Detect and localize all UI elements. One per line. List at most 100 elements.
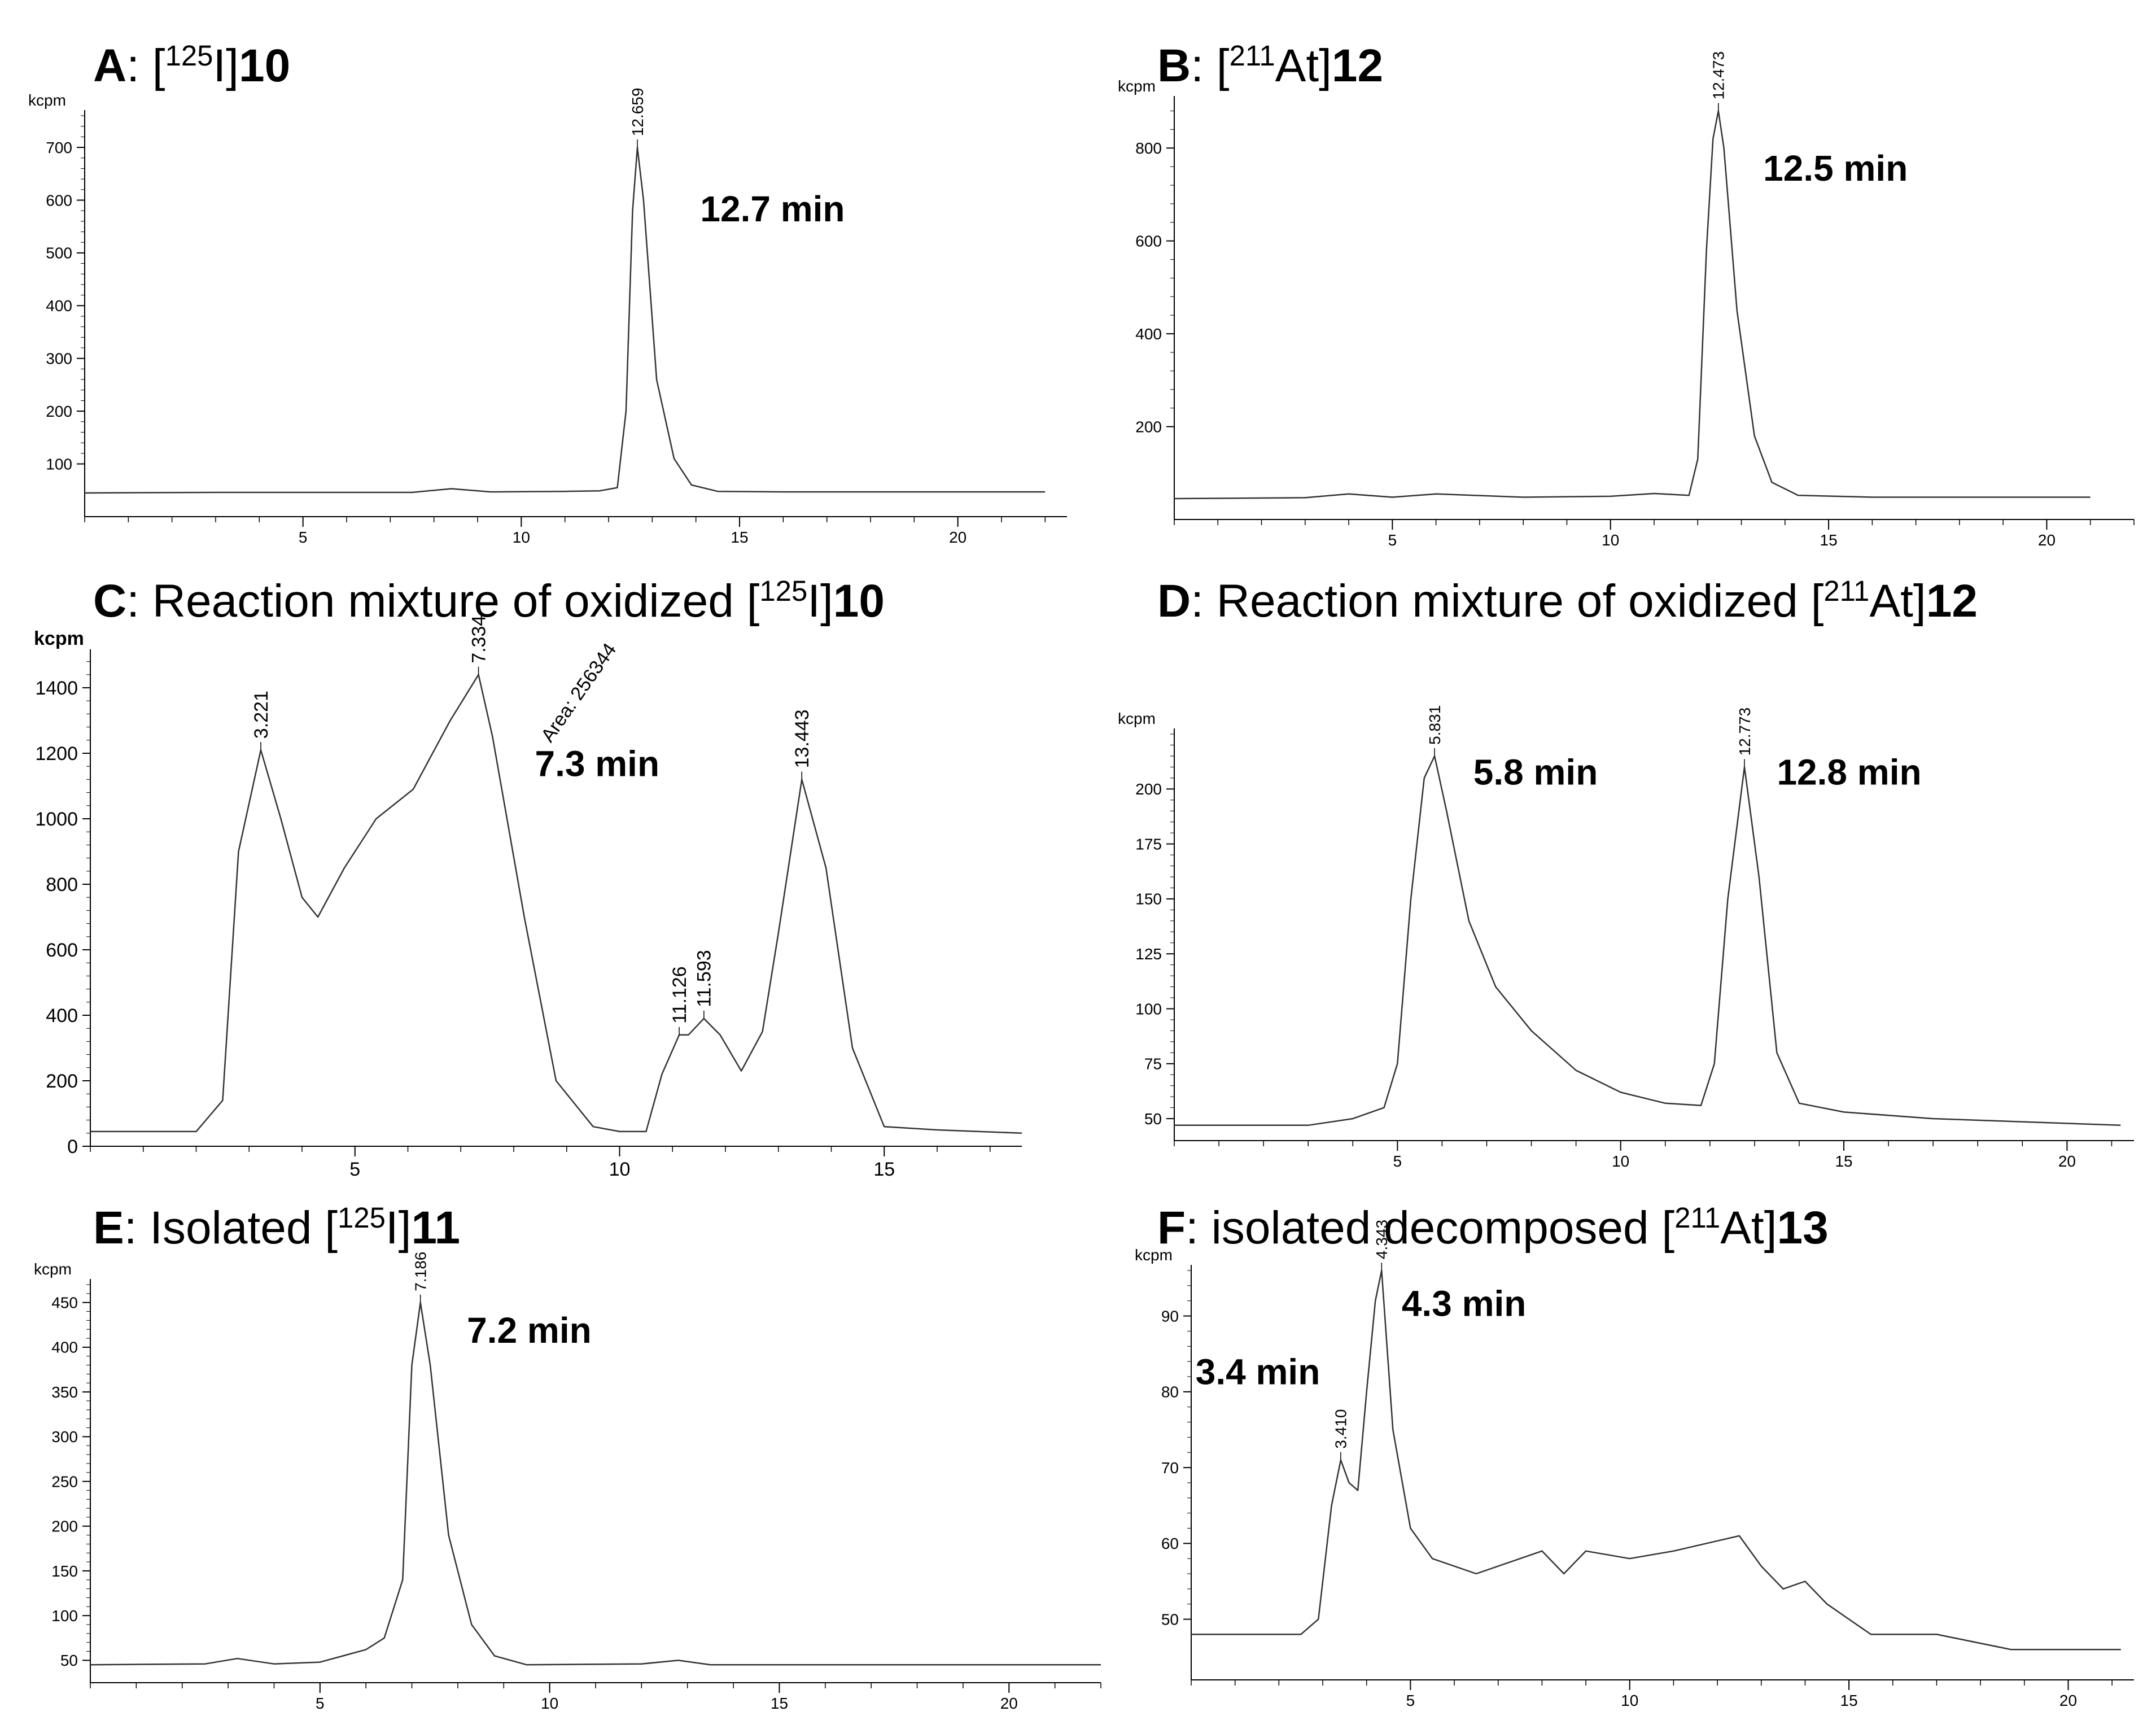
panel-d-title: D: Reaction mixture of oxidized [211At]1… xyxy=(1157,575,1978,628)
panel-title-pre: : isolated decomposed [ xyxy=(1186,1202,1675,1254)
y-tick-label: 80 xyxy=(1161,1383,1179,1401)
y-tick-label: 350 xyxy=(51,1383,78,1401)
chart-c: 5 10 15 0 200 400 600 800 1000 1200 1400 kcpm 3.221 7… xyxy=(34,615,1022,1180)
panel-title-pre: : [ xyxy=(126,40,165,91)
y-axis-label: kcpm xyxy=(28,91,66,109)
panel-title-cmp: 11 xyxy=(411,1202,461,1254)
y-tick-label: 300 xyxy=(46,350,72,368)
x-tick-label: 20 xyxy=(2059,1692,2077,1709)
retention-annotation: 3.4 min xyxy=(1196,1351,1320,1392)
panel-title-cmp: 12 xyxy=(1926,575,1978,627)
chart-f: 5 10 15 20 50 60 70 80 90 kcpm 3.410 4.343 4.3 min 3.… xyxy=(1135,1220,2134,1709)
y-tick-label: 60 xyxy=(1161,1535,1179,1552)
peak-label: 7.186 xyxy=(412,1252,429,1291)
x-tick-label: 5 xyxy=(299,529,308,546)
panel-title-el: At] xyxy=(1869,575,1926,627)
panel-title-letter: E xyxy=(93,1202,124,1254)
x-tick-label: 5 xyxy=(1406,1692,1415,1709)
peak-label: 11.593 xyxy=(694,950,715,1007)
retention-annotation: 7.3 min xyxy=(535,744,660,784)
y-tick-label: 400 xyxy=(51,1339,78,1356)
retention-annotation: 4.3 min xyxy=(1402,1283,1527,1324)
panel-b-title: B: [211At]12 xyxy=(1157,40,1383,93)
chart-d: 5 10 15 20 50 75 100 125 150 175 200 kcpm 5.831 12.77… xyxy=(1118,705,2134,1170)
x-tick-label: 5 xyxy=(316,1695,325,1712)
panel-c-title: C: Reaction mixture of oxidized [125I]10 xyxy=(93,575,885,628)
chart-b: 5 10 15 20 200 400 600 800 kcpm 12.473 12.5 min xyxy=(1118,51,2135,549)
panel-title-pre: : Reaction mixture of oxidized [ xyxy=(1191,575,1824,627)
y-tick-label: 250 xyxy=(51,1473,78,1490)
chart-e: 5 10 15 20 50 100 150 200 250 300 350 400 450 kcpm 7.1… xyxy=(34,1252,1101,1712)
panel-f-title: F: isolated decomposed [211At]13 xyxy=(1157,1202,1829,1255)
y-tick-label: 400 xyxy=(46,1005,78,1027)
panel-e-title: E: Isolated [125I]11 xyxy=(93,1202,460,1255)
peak-label: 12.659 xyxy=(629,88,646,136)
y-tick-label: 800 xyxy=(1135,139,1162,157)
x-tick-label: 20 xyxy=(2058,1152,2076,1170)
peak-label: 11.126 xyxy=(669,966,690,1023)
y-tick-label: 600 xyxy=(1135,232,1162,250)
panel-title-pre: : Isolated [ xyxy=(124,1202,338,1254)
retention-annotation: 5.8 min xyxy=(1473,752,1598,793)
y-axis-label: kcpm xyxy=(1118,710,1156,727)
chromatogram-trace xyxy=(1174,110,2091,500)
x-tick-label: 5 xyxy=(1388,531,1397,549)
panel-title-cmp: 13 xyxy=(1777,1202,1829,1254)
y-tick-label: 200 xyxy=(51,1518,78,1535)
panel-title-cmp: 12 xyxy=(1331,40,1384,91)
panel-title-letter: C xyxy=(93,575,127,627)
chromatogram-trace xyxy=(90,674,1022,1134)
area-label: Area: 256344 xyxy=(537,639,620,746)
chromatogram-trace xyxy=(1191,1269,2121,1651)
y-tick-label: 100 xyxy=(51,1607,78,1625)
x-tick-label: 20 xyxy=(2038,531,2056,549)
x-tick-label: 15 xyxy=(873,1159,895,1180)
x-tick-label: 5 xyxy=(349,1159,360,1180)
peak-label: 3.221 xyxy=(251,691,272,739)
chromatogram-trace xyxy=(90,1302,1101,1666)
retention-annotation: 12.7 min xyxy=(700,189,845,229)
panel-title-iso: 125 xyxy=(165,40,213,72)
x-tick-label: 10 xyxy=(1602,531,1619,549)
peak-label: 12.773 xyxy=(1736,708,1753,756)
y-tick-label: 75 xyxy=(1144,1055,1162,1073)
y-tick-label: 100 xyxy=(1135,1000,1162,1018)
panel-title-iso: 211 xyxy=(1229,40,1275,72)
panel-title-cmp: 10 xyxy=(833,575,885,627)
x-tick-label: 5 xyxy=(1393,1152,1402,1170)
panel-title-el: I] xyxy=(385,1202,412,1254)
y-tick-label: 175 xyxy=(1135,835,1162,853)
peak-label: 5.831 xyxy=(1426,705,1444,745)
y-tick-label: 300 xyxy=(51,1428,78,1446)
x-tick-label: 10 xyxy=(1621,1692,1638,1709)
x-tick-label: 10 xyxy=(541,1695,558,1712)
panel-title-el: I] xyxy=(213,40,239,91)
peak-label: 3.410 xyxy=(1332,1409,1350,1449)
panel-title-letter: D xyxy=(1157,575,1191,627)
chromatogram-trace xyxy=(1174,755,2121,1127)
panel-a-title: A: [125I]10 xyxy=(93,40,290,93)
panel-title-el: I] xyxy=(807,575,833,627)
peak-label: 13.443 xyxy=(791,709,813,768)
panel-title-letter: A xyxy=(93,40,127,91)
panel-title-cmp: 10 xyxy=(238,40,291,91)
panel-title-el: At] xyxy=(1275,40,1332,91)
y-tick-label: 500 xyxy=(46,244,72,262)
y-tick-label: 800 xyxy=(46,874,78,896)
panel-title-letter: B xyxy=(1157,40,1191,91)
x-tick-label: 20 xyxy=(949,529,967,546)
peak-label: 4.343 xyxy=(1373,1220,1390,1259)
peak-label: 12.473 xyxy=(1710,51,1728,100)
y-tick-label: 50 xyxy=(1144,1110,1162,1128)
y-tick-label: 50 xyxy=(60,1652,78,1669)
panel-title-iso: 125 xyxy=(759,575,808,608)
retention-annotation: 12.5 min xyxy=(1763,148,1908,189)
panel-title-iso: 211 xyxy=(1823,575,1870,608)
x-tick-label: 15 xyxy=(1820,531,1838,549)
x-tick-label: 15 xyxy=(771,1695,788,1712)
x-tick-label: 15 xyxy=(731,529,748,546)
y-tick-label: 200 xyxy=(46,1071,78,1092)
x-tick-label: 10 xyxy=(609,1159,631,1180)
y-tick-label: 200 xyxy=(46,403,72,420)
y-tick-label: 90 xyxy=(1161,1307,1179,1325)
